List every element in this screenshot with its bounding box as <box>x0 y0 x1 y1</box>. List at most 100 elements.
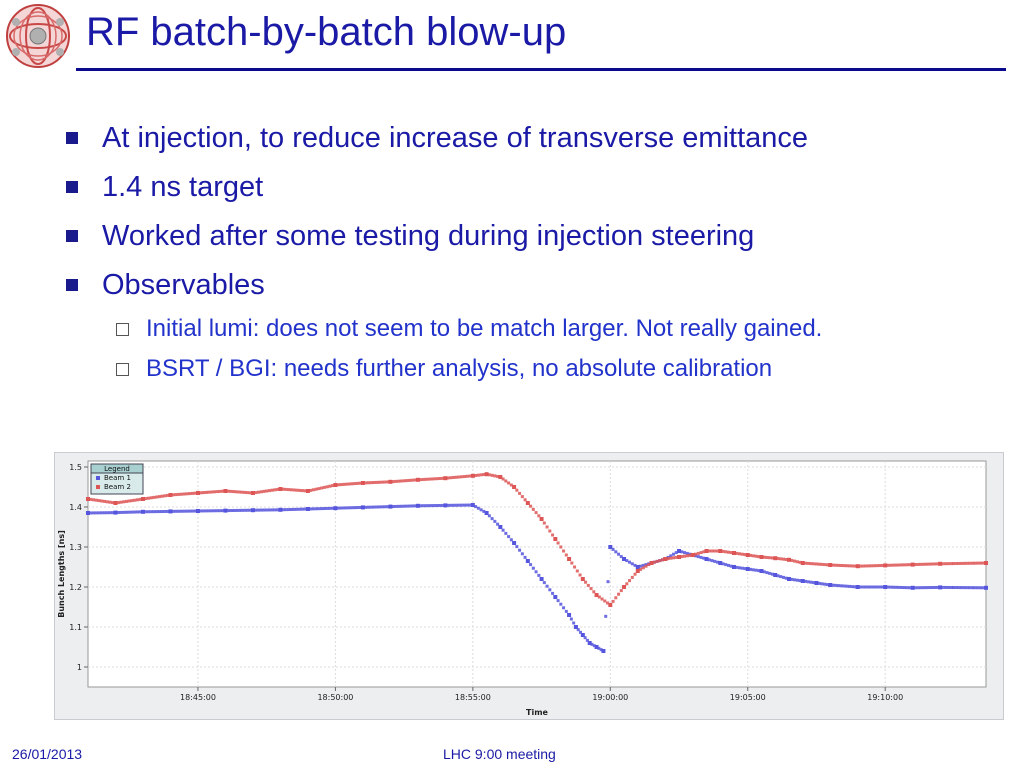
data-point <box>171 509 175 513</box>
data-point <box>300 489 304 493</box>
data-point <box>507 481 511 485</box>
data-point <box>171 493 175 497</box>
data-point <box>600 597 604 601</box>
data-point <box>229 509 233 513</box>
data-point <box>930 586 934 590</box>
data-point <box>573 565 577 569</box>
data-point <box>369 481 373 485</box>
square-bullet-icon <box>66 132 78 144</box>
data-point <box>672 552 676 556</box>
data-point <box>713 559 717 563</box>
data-point <box>377 505 381 509</box>
data-point <box>590 642 594 646</box>
data-point <box>875 585 879 589</box>
data-point <box>589 587 593 591</box>
data-point <box>878 585 882 589</box>
data-point <box>880 563 884 567</box>
data-point <box>415 503 420 508</box>
data-point <box>523 498 527 502</box>
data-point <box>611 547 615 551</box>
data-point <box>891 563 895 567</box>
data-point <box>534 570 538 574</box>
data-point <box>707 558 711 562</box>
data-point <box>507 535 511 539</box>
data-point <box>738 566 742 570</box>
data-point <box>124 510 128 514</box>
data-point <box>919 562 923 566</box>
data-point <box>397 504 401 508</box>
data-point <box>157 510 161 514</box>
data-point <box>968 561 972 565</box>
bullet-text: Observables <box>102 268 265 301</box>
data-point <box>628 579 632 583</box>
data-point <box>567 557 572 561</box>
data-point <box>946 562 950 566</box>
data-point <box>694 554 698 558</box>
data-point <box>140 509 145 514</box>
data-point <box>845 584 849 588</box>
data-point <box>364 481 368 485</box>
data-point <box>364 505 368 509</box>
data-point <box>328 506 332 510</box>
y-tick-label: 1.2 <box>69 583 82 592</box>
data-point <box>897 563 901 567</box>
data-point <box>509 538 513 542</box>
data-point <box>567 613 572 617</box>
data-point <box>633 572 637 576</box>
data-point <box>380 480 384 484</box>
data-point <box>900 563 904 567</box>
data-point <box>564 553 568 557</box>
data-point <box>976 561 980 565</box>
data-point <box>509 483 513 487</box>
data-point <box>163 494 167 498</box>
data-point <box>922 562 926 566</box>
data-point <box>427 477 431 481</box>
data-point <box>344 506 348 510</box>
data-point <box>585 638 589 642</box>
data-point <box>311 488 315 492</box>
data-point <box>432 477 436 481</box>
data-point <box>201 509 205 513</box>
data-point <box>924 562 928 566</box>
data-point <box>245 491 249 495</box>
data-point <box>542 581 546 585</box>
data-point <box>138 497 142 501</box>
data-point <box>144 497 148 501</box>
data-point <box>212 490 216 494</box>
data-point <box>199 509 203 513</box>
data-point <box>383 505 387 509</box>
data-point <box>973 561 977 565</box>
data-point <box>551 533 555 537</box>
data-point <box>298 507 302 511</box>
data-point <box>817 562 821 566</box>
data-point <box>276 508 280 512</box>
data-point <box>754 568 758 572</box>
data-point <box>273 508 277 512</box>
data-point <box>836 563 840 567</box>
data-point <box>210 509 214 513</box>
data-point <box>350 506 354 510</box>
data-point <box>916 586 920 590</box>
data-point <box>897 585 901 589</box>
data-point <box>971 586 975 590</box>
data-point <box>781 557 785 561</box>
data-point <box>380 505 384 509</box>
data-point <box>601 649 606 653</box>
data-point <box>834 563 838 567</box>
data-point <box>781 575 785 579</box>
data-point <box>518 548 522 552</box>
data-point <box>366 481 370 485</box>
data-point <box>89 511 93 515</box>
data-point <box>449 503 453 507</box>
data-point <box>951 586 955 590</box>
data-point <box>732 551 737 555</box>
data-point <box>573 625 578 629</box>
data-point <box>160 510 164 514</box>
data-point <box>902 563 906 567</box>
y-tick-label: 1 <box>77 663 82 672</box>
data-point <box>707 549 711 553</box>
data-point <box>784 557 788 561</box>
data-point <box>254 491 258 495</box>
data-point <box>265 508 269 512</box>
data-point <box>177 509 181 513</box>
